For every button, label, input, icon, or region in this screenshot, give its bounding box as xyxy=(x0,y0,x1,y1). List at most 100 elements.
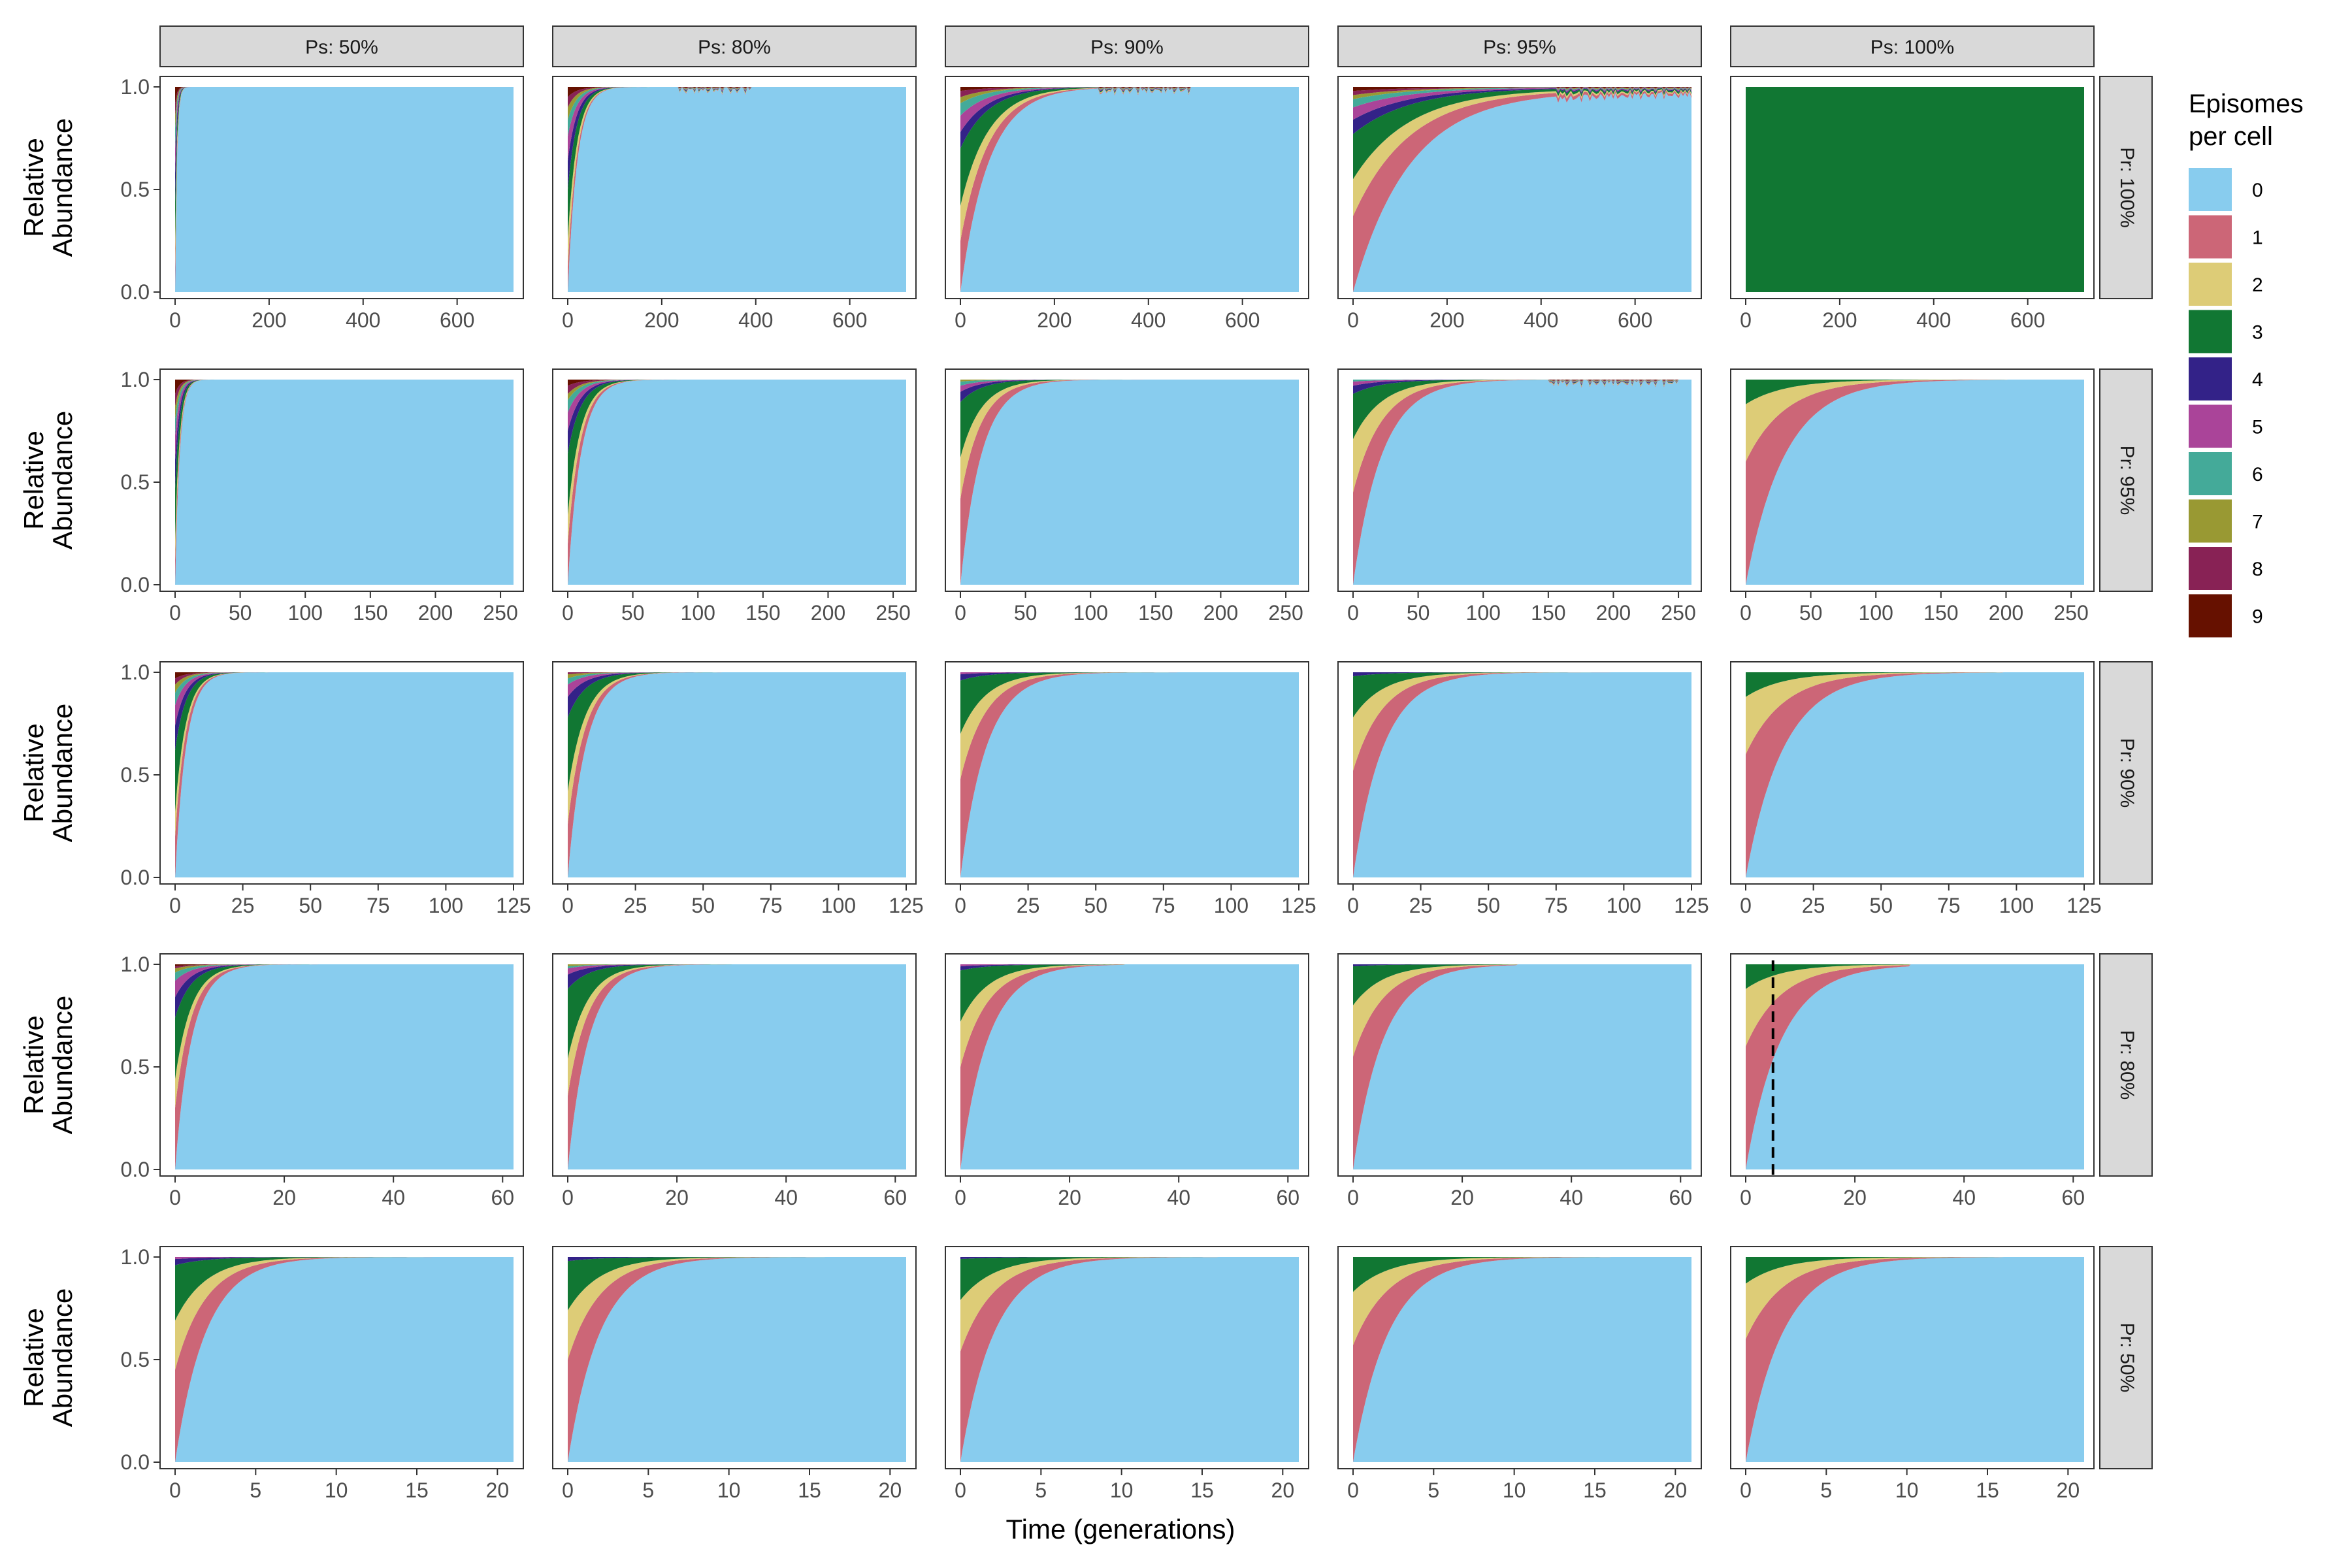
legend-swatch-4 xyxy=(2189,357,2232,400)
row-strip: Pr: 95% xyxy=(2099,368,2153,592)
y-tick-label: 1.0 xyxy=(121,953,150,976)
x-tick-label: 40 xyxy=(1167,1186,1190,1209)
x-tick-label: 125 xyxy=(1281,894,1316,917)
y-tick-label: 1.0 xyxy=(121,661,150,684)
x-tick-label: 0 xyxy=(169,601,181,625)
x-tick-label: 600 xyxy=(1618,308,1652,332)
x-tick-label: 10 xyxy=(1503,1478,1526,1502)
area-series-1 xyxy=(175,964,514,1169)
y-tick-label: 0.5 xyxy=(121,178,150,201)
facet-panel: 0 50 100 150 200 250 xyxy=(552,368,917,625)
x-tick-label: 75 xyxy=(1544,894,1568,917)
area-series-0 xyxy=(1746,672,2084,877)
legend-label: 9 xyxy=(2252,606,2263,628)
x-tick-label: 5 xyxy=(642,1478,654,1502)
area-series-7 xyxy=(568,964,906,967)
area-series-0 xyxy=(1746,1257,2084,1462)
y-axis-title: RelativeAbundance xyxy=(18,411,78,550)
area-series-3 xyxy=(568,1257,906,1311)
area-series-3 xyxy=(1746,87,2084,292)
column-strip-label: Ps: 100% xyxy=(1870,37,1954,58)
facet-panel: 0 200 400 600 0.0 0.5 1.0 xyxy=(121,75,524,332)
x-tick-label: 50 xyxy=(691,894,715,917)
facet-panel: 0 200 400 600 xyxy=(1337,76,1702,332)
area-series-4 xyxy=(960,672,1299,681)
area-series-7 xyxy=(960,380,1299,382)
legend-label: 0 xyxy=(2252,180,2263,201)
x-tick-label: 40 xyxy=(382,1186,405,1209)
row-strip: Pr: 80% xyxy=(2099,953,2153,1177)
area-series-0 xyxy=(960,964,1299,1169)
x-tick-label: 250 xyxy=(483,601,517,625)
x-tick-label: 150 xyxy=(1531,601,1565,625)
facet-panel: 0 5 10 15 20 xyxy=(945,1246,1309,1502)
area-series-3 xyxy=(568,964,906,1059)
x-tick-label: 15 xyxy=(1583,1478,1607,1502)
area-series-4 xyxy=(175,964,514,1018)
y-tick-label: 0.0 xyxy=(121,1450,150,1474)
facet-panel: 0 5 10 15 20 xyxy=(1337,1246,1702,1502)
column-strip: Ps: 50% xyxy=(159,25,524,67)
legend-swatch-0 xyxy=(2189,168,2232,211)
y-axis-title: RelativeAbundance xyxy=(18,996,78,1135)
facet-panel: 0 25 50 75 100 125 xyxy=(552,661,924,917)
area-series-4 xyxy=(1353,672,1691,677)
y-axis-title: RelativeAbundance xyxy=(18,704,78,843)
legend-title: Episomes xyxy=(2189,90,2304,118)
area-series-5 xyxy=(960,672,1299,675)
x-tick-label: 40 xyxy=(1952,1186,1976,1209)
area-series-0 xyxy=(1353,672,1691,877)
area-series-5 xyxy=(175,1257,514,1260)
legend-swatch-8 xyxy=(2189,547,2232,590)
legend-swatch-2 xyxy=(2189,263,2232,306)
x-tick-label: 0 xyxy=(955,308,966,332)
facet-panel: 0 20 40 60 xyxy=(1730,953,2095,1209)
area-series-8 xyxy=(568,672,906,675)
x-tick-label: 100 xyxy=(1999,894,2034,917)
column-strip: Ps: 80% xyxy=(552,25,917,67)
area-series-3 xyxy=(568,672,906,792)
x-tick-label: 200 xyxy=(1989,601,2023,625)
facet-panel: 0 20 40 60 0.0 0.5 1.0 xyxy=(121,953,524,1209)
x-tick-label: 0 xyxy=(1740,601,1752,625)
x-tick-label: 0 xyxy=(169,1186,181,1209)
area-series-4 xyxy=(568,964,906,989)
x-tick-label: 25 xyxy=(231,894,255,917)
x-tick-label: 250 xyxy=(2053,601,2088,625)
x-tick-label: 200 xyxy=(644,308,679,332)
x-tick-label: 600 xyxy=(1225,308,1260,332)
legend-label: 1 xyxy=(2252,227,2263,249)
legend-label: 8 xyxy=(2252,559,2263,580)
facet-panel: 0 25 50 75 100 125 xyxy=(1730,661,2102,917)
area-series-5 xyxy=(1353,380,1691,386)
x-tick-label: 125 xyxy=(496,894,531,917)
area-series-0 xyxy=(568,1257,906,1462)
x-tick-label: 100 xyxy=(1607,894,1641,917)
x-tick-label: 400 xyxy=(1524,308,1558,332)
x-tick-label: 0 xyxy=(1740,1478,1752,1502)
x-tick-label: 200 xyxy=(252,308,286,332)
x-tick-label: 150 xyxy=(353,601,387,625)
x-tick-label: 200 xyxy=(418,601,453,625)
legend-label: 2 xyxy=(2252,274,2263,296)
x-tick-label: 0 xyxy=(169,308,181,332)
x-tick-label: 125 xyxy=(1674,894,1708,917)
area-series-0 xyxy=(568,672,906,877)
area-series-0 xyxy=(1353,91,1691,293)
facet-panel: 0 50 100 150 200 250 xyxy=(945,368,1309,625)
x-tick-label: 50 xyxy=(1084,894,1107,917)
area-series-7 xyxy=(568,672,906,679)
x-tick-label: 15 xyxy=(1190,1478,1214,1502)
x-tick-label: 60 xyxy=(1669,1186,1692,1209)
facet-panel: 0 200 400 600 xyxy=(552,76,917,332)
area-series-6 xyxy=(568,672,906,685)
y-axis-title: RelativeAbundance xyxy=(18,118,78,257)
x-tick-label: 50 xyxy=(1014,601,1037,625)
area-series-3 xyxy=(1353,672,1691,718)
area-series-3 xyxy=(1746,964,2084,989)
area-series-0 xyxy=(1353,380,1691,585)
area-series-4 xyxy=(568,1257,906,1262)
row-strip: Pr: 90% xyxy=(2099,661,2153,885)
x-tick-label: 0 xyxy=(955,894,966,917)
area-series-0 xyxy=(568,380,906,585)
